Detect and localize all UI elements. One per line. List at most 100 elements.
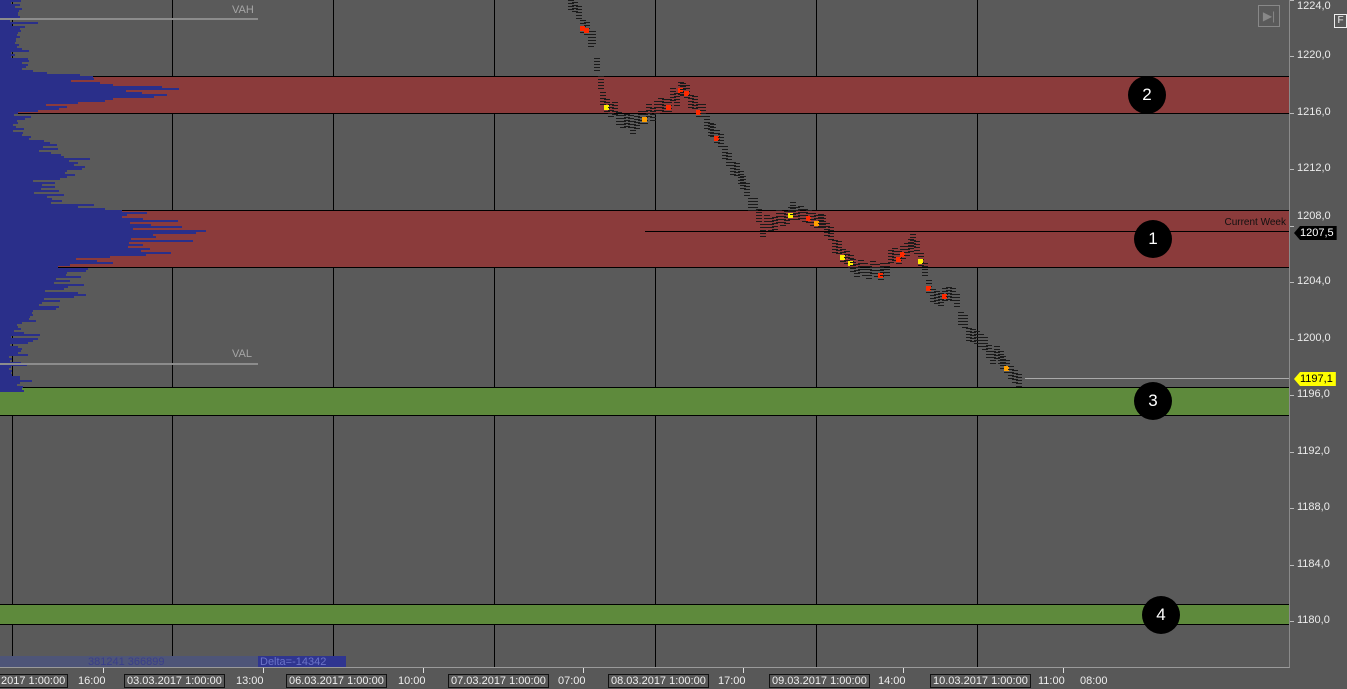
profile-bar <box>0 288 64 290</box>
profile-bar <box>0 42 15 44</box>
volume-cluster <box>684 91 689 96</box>
price-tick <box>616 115 622 116</box>
price-tick <box>718 140 724 141</box>
f-button[interactable]: F <box>1334 14 1347 28</box>
price-tick <box>938 293 944 294</box>
price-tick <box>922 266 928 267</box>
price-tick <box>954 294 960 295</box>
profile-bar <box>0 56 11 58</box>
price-tick <box>752 210 758 211</box>
price-tick <box>922 269 928 270</box>
price-tick <box>818 217 824 218</box>
price-tick <box>966 331 972 332</box>
profile-bar <box>0 356 9 358</box>
scroll-to-end-icon[interactable]: ▶| <box>1258 5 1280 27</box>
price-tick <box>858 266 864 267</box>
profile-bar <box>0 208 105 210</box>
zone-marker-2: 2 <box>1128 75 1166 114</box>
price-tick <box>794 216 800 217</box>
price-tick <box>824 232 830 233</box>
price-tick <box>662 111 668 112</box>
profile-bar <box>0 230 206 232</box>
profile-bar <box>0 250 141 252</box>
profile-bar <box>0 128 24 130</box>
profile-bar <box>0 100 105 102</box>
volume-cluster <box>580 26 585 31</box>
price-tick <box>950 291 956 292</box>
profile-bar <box>0 188 41 190</box>
price-tick <box>620 127 626 128</box>
price-tick <box>612 102 618 103</box>
chart-plot-area[interactable]: VAH VAL Current Week 2 1 3 4 ▶| 381241 3668… <box>0 0 1290 668</box>
profile-bar <box>0 378 20 380</box>
price-tick <box>832 252 838 253</box>
price-tick <box>680 95 686 96</box>
price-tick <box>580 32 586 33</box>
price-tick <box>580 20 586 21</box>
price-tick <box>814 215 820 216</box>
price-tick <box>646 110 652 111</box>
profile-bar <box>0 112 18 114</box>
price-tick <box>1012 376 1018 377</box>
profile-bar <box>0 130 13 132</box>
price-tick <box>598 88 604 89</box>
volume-readout: 381241 366899 <box>88 656 165 668</box>
profile-bar <box>0 160 69 162</box>
price-tick <box>662 99 668 100</box>
price-tick <box>726 153 732 154</box>
price-tick <box>718 143 724 144</box>
price-tick <box>788 210 794 211</box>
price-tick <box>918 265 924 266</box>
price-tick <box>798 209 804 210</box>
profile-bar <box>0 280 70 282</box>
price-tick <box>642 111 648 112</box>
profile-bar <box>0 124 13 126</box>
price-tick <box>958 324 964 325</box>
profile-bar <box>0 272 67 274</box>
price-tick <box>612 114 618 115</box>
price-tick <box>958 318 964 319</box>
profile-bar <box>0 16 20 18</box>
price-tick <box>908 242 914 243</box>
price-tick <box>760 224 766 225</box>
price-tick <box>810 216 816 217</box>
volume-cluster <box>604 105 609 110</box>
price-tick <box>926 292 932 293</box>
profile-bar <box>0 94 167 96</box>
y-tick <box>1290 56 1294 57</box>
price-tick <box>704 116 710 117</box>
price-tick <box>780 219 786 220</box>
profile-bar <box>0 122 18 124</box>
price-tick <box>784 223 790 224</box>
price-tick <box>978 340 984 341</box>
price-tick <box>966 328 972 329</box>
price-tick <box>726 165 732 166</box>
price-tick <box>608 110 614 111</box>
profile-bar <box>0 156 64 158</box>
price-tick <box>892 251 898 252</box>
price-tick <box>764 218 770 219</box>
price-tick <box>974 337 980 338</box>
profile-bar <box>0 96 154 98</box>
price-tick <box>568 6 574 7</box>
price-tick <box>888 250 894 251</box>
price-tick <box>744 183 750 184</box>
price-tick <box>990 351 996 352</box>
price-tick <box>670 97 676 98</box>
price-tick <box>624 117 630 118</box>
price-tick <box>854 264 860 265</box>
price-tick <box>866 275 872 276</box>
profile-bar <box>0 138 29 140</box>
price-tick <box>752 201 758 202</box>
price-tick <box>818 226 824 227</box>
x-tick <box>583 668 584 673</box>
profile-bar <box>0 256 110 258</box>
price-tick <box>990 360 996 361</box>
grid-line <box>655 0 656 667</box>
price-tick <box>986 351 992 352</box>
profile-bar <box>0 344 10 346</box>
price-tick <box>576 9 582 10</box>
price-tick <box>784 220 790 221</box>
price-tick <box>818 223 824 224</box>
profile-bar <box>0 62 22 64</box>
